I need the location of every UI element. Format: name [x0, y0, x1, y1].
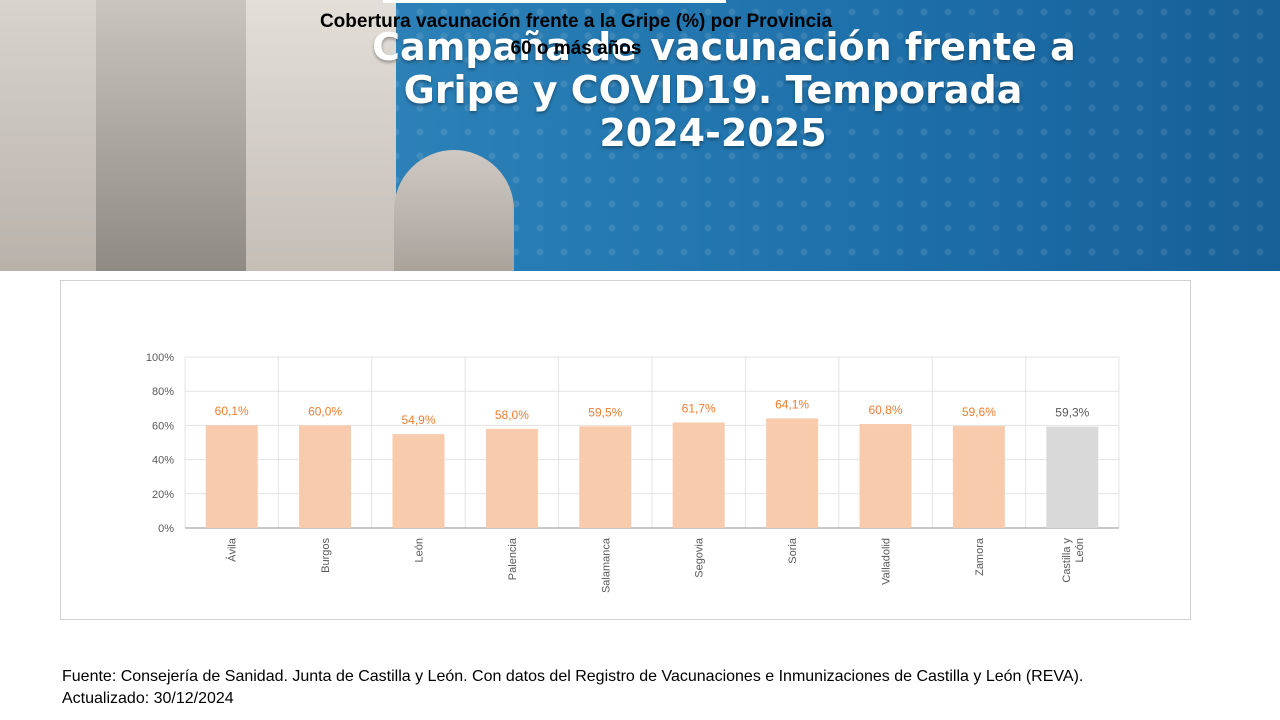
banner-photo-woman [0, 0, 100, 271]
bar [485, 428, 538, 528]
data-label: 58,0% [495, 408, 529, 422]
x-tick-label-line: Ávila [226, 537, 239, 562]
bar [299, 425, 352, 528]
banner-title-line1: Campaña de vacunación frente a [372, 25, 1076, 69]
x-tick-label: Ávila [226, 537, 239, 562]
x-tick-label-line: León [414, 538, 426, 562]
data-label: 59,3% [1055, 406, 1089, 420]
data-label: 64,1% [775, 397, 809, 411]
y-tick-label: 60% [152, 420, 174, 432]
data-label: 60,8% [868, 403, 902, 417]
data-label: 59,5% [588, 405, 622, 419]
x-tick-label: Salamanca [600, 537, 612, 593]
banner-photo-young-woman [246, 0, 396, 271]
bar [392, 434, 445, 528]
bar [579, 426, 632, 528]
bar [205, 425, 258, 528]
data-label: 60,0% [308, 404, 342, 418]
chart-subtitle: 60 o más años [510, 38, 642, 59]
data-label: 59,6% [962, 405, 996, 419]
chart-title-block: Cobertura vacunación frente a la Gripe (… [0, 8, 1152, 62]
updated-line: Actualizado: 30/12/2024 [62, 690, 234, 707]
header-banner: Campaña de vacunación frente a Gripe y C… [0, 0, 1280, 271]
banner-title: Campaña de vacunación frente a Gripe y C… [300, 26, 1100, 155]
data-label: 61,7% [682, 401, 716, 415]
y-tick-label: 20% [152, 489, 174, 501]
bar [952, 426, 1005, 528]
x-tick-label-line: Castilla y [1061, 538, 1073, 583]
data-label: 60,1% [215, 404, 249, 418]
x-tick-label-line: León [1074, 538, 1086, 562]
data-label: 54,9% [401, 413, 435, 427]
x-tick-label: Soria [787, 537, 799, 564]
y-tick-label: 80% [152, 386, 174, 398]
banner-photo-child [394, 150, 514, 271]
x-tick-label: Valladolid [881, 538, 893, 585]
x-tick-label-line: Segovia [694, 537, 706, 578]
source-note: Fuente: Consejería de Sanidad. Junta de … [62, 666, 1083, 710]
y-tick-label: 0% [158, 523, 174, 535]
banner-photo-elderly-man [96, 0, 248, 271]
bar [672, 422, 725, 528]
bar [766, 418, 819, 528]
banner-title-line3: 2024-2025 [599, 111, 827, 155]
x-tick-label: Castilla yLeón [1061, 538, 1086, 583]
y-tick-label: 40% [152, 455, 174, 467]
x-tick-label-line: Zamora [974, 537, 986, 576]
x-tick-label-line: Valladolid [881, 538, 893, 585]
x-tick-label: Zamora [974, 537, 986, 576]
y-tick-label: 100% [146, 352, 174, 364]
x-tick-label: Palencia [507, 537, 519, 580]
x-tick-label-line: Soria [787, 537, 799, 564]
bar [859, 424, 912, 528]
source-line: Fuente: Consejería de Sanidad. Junta de … [62, 668, 1084, 685]
x-tick-label-line: Salamanca [600, 537, 612, 593]
chart-title: Cobertura vacunación frente a la Gripe (… [319, 11, 833, 32]
x-tick-label: Segovia [694, 537, 706, 578]
x-tick-label-line: Palencia [507, 537, 519, 580]
x-tick-label: Burgos [320, 538, 332, 573]
banner-top-line [383, 0, 726, 3]
bar [1046, 426, 1099, 528]
x-tick-label: León [414, 538, 426, 562]
x-tick-label-line: Burgos [320, 538, 332, 573]
banner-title-line2: Gripe y COVID19. Temporada [403, 68, 1023, 112]
